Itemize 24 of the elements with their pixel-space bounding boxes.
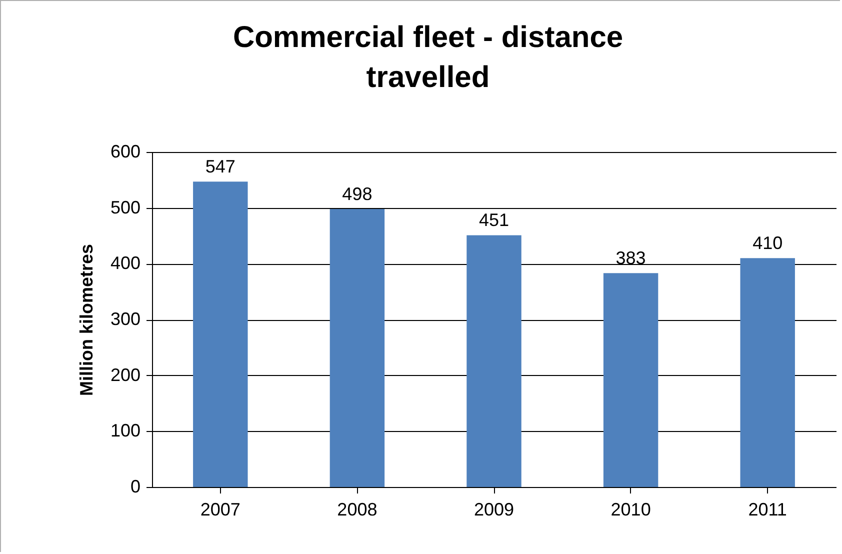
- bar: [603, 273, 658, 487]
- bar: [193, 182, 248, 487]
- chart-title: Commercial fleet - distance travelled: [232, 21, 624, 94]
- data-label: 410: [752, 233, 783, 254]
- y-tick-label: 0: [130, 476, 140, 496]
- data-label: 498: [342, 184, 372, 204]
- y-tick-label: 600: [110, 142, 140, 162]
- y-tick-label: 100: [110, 420, 140, 441]
- y-tick-label: 500: [110, 197, 140, 218]
- bar: [466, 235, 522, 487]
- y-tick-label: 400: [110, 253, 140, 274]
- y-axis-title: Million kilometres: [76, 244, 96, 396]
- data-label: 451: [478, 210, 510, 230]
- bar: [330, 208, 385, 487]
- data-label: 547: [205, 156, 236, 177]
- x-tick-label: 2007: [200, 500, 240, 520]
- x-tick-label: 2010: [610, 500, 651, 520]
- y-tick-label: 300: [110, 309, 140, 329]
- data-label: 383: [616, 248, 646, 268]
- x-tick-label: 2009: [474, 500, 514, 520]
- x-tick-label: 2011: [748, 500, 787, 520]
- y-tick-label: 200: [110, 364, 140, 385]
- bar: [740, 258, 795, 487]
- x-tick-label: 2008: [337, 500, 378, 520]
